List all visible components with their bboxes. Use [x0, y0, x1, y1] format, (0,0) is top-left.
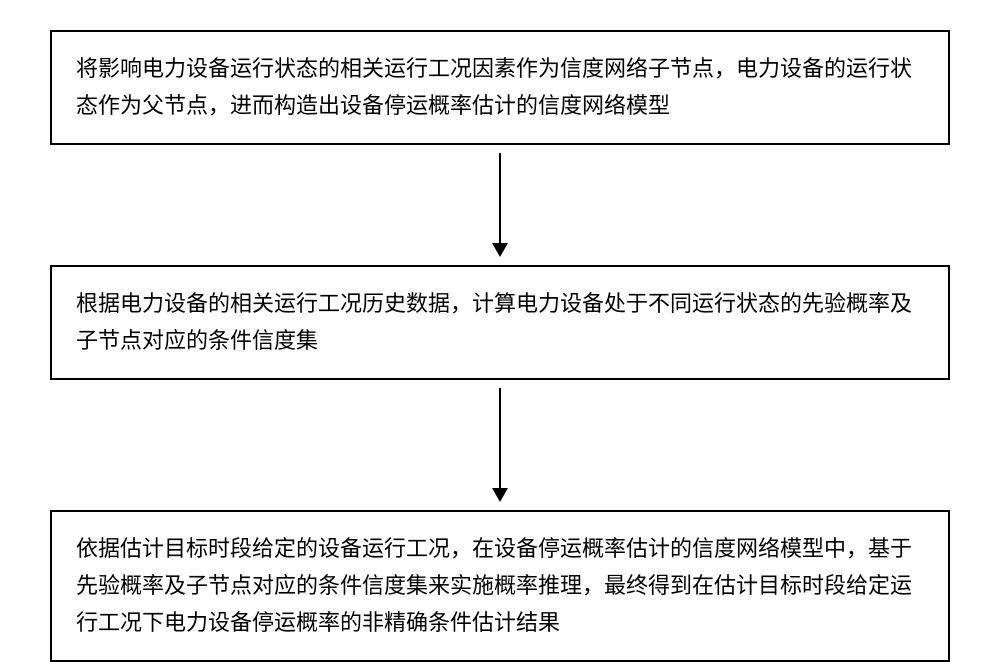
arrow-line: [499, 153, 501, 243]
arrow-head-icon: [492, 243, 508, 257]
flow-arrow-2: [492, 388, 508, 502]
flowchart-step-2: 根据电力设备的相关运行工况历史数据，计算电力设备处于不同运行状态的先验概率及子节…: [50, 265, 950, 380]
step-text: 依据估计目标时段给定的设备运行工况，在设备停运概率估计的信度网络模型中，基于先验…: [76, 536, 912, 636]
flowchart-step-3: 依据估计目标时段给定的设备运行工况，在设备停运概率估计的信度网络模型中，基于先验…: [50, 510, 950, 662]
arrow-head-icon: [492, 488, 508, 502]
flow-arrow-1: [492, 153, 508, 257]
step-text: 将影响电力设备运行状态的相关运行工况因素作为信度网络子节点，电力设备的运行状态作…: [76, 56, 912, 118]
flowchart-step-1: 将影响电力设备运行状态的相关运行工况因素作为信度网络子节点，电力设备的运行状态作…: [50, 30, 950, 145]
step-text: 根据电力设备的相关运行工况历史数据，计算电力设备处于不同运行状态的先验概率及子节…: [76, 291, 912, 353]
arrow-line: [499, 388, 501, 488]
